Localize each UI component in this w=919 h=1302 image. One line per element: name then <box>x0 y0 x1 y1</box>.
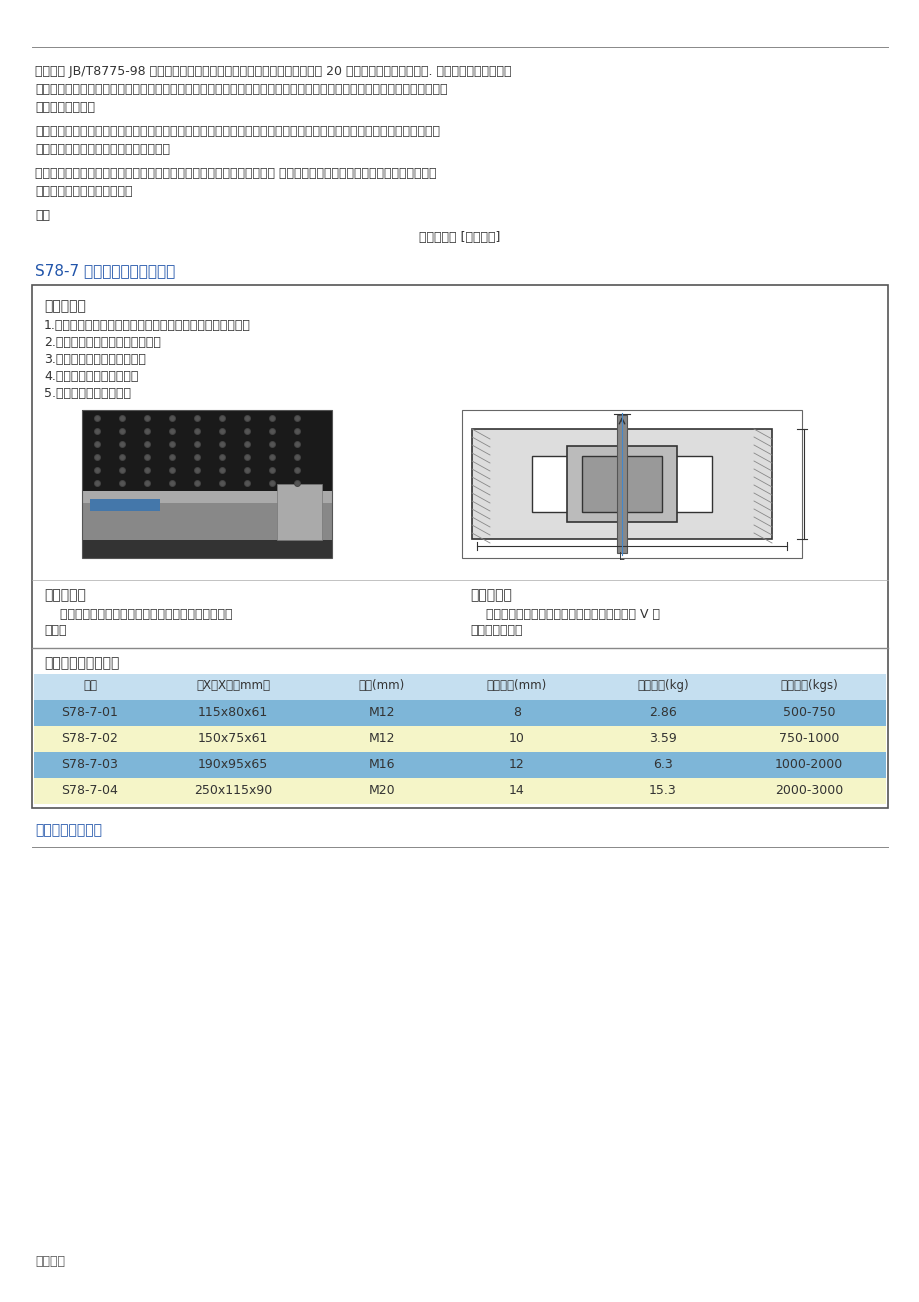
Bar <box>34 753 885 779</box>
Bar <box>82 491 332 543</box>
Text: S78-7 系列三层机床减振垫铁: S78-7 系列三层机床减振垫铁 <box>35 263 175 279</box>
Text: M12: M12 <box>369 706 395 719</box>
Text: 学习参考: 学习参考 <box>35 1255 65 1268</box>
Text: 6.3: 6.3 <box>652 758 672 771</box>
Text: 190x95x65: 190x95x65 <box>198 758 267 771</box>
Text: 力传入，调节机床的水平高度范围也大。: 力传入，调节机床的水平高度范围也大。 <box>35 143 170 156</box>
Bar <box>34 727 885 753</box>
Text: S78-7-03: S78-7-03 <box>62 758 119 771</box>
Text: S78-7-04: S78-7-04 <box>62 784 119 797</box>
Text: M16: M16 <box>369 758 395 771</box>
Bar <box>471 428 771 539</box>
Text: 长X宽X高（mm）: 长X宽X高（mm） <box>196 680 269 691</box>
Text: 8: 8 <box>513 706 520 719</box>
Text: 机床: 机床 <box>35 210 50 223</box>
Bar <box>34 674 885 700</box>
Bar <box>82 491 332 504</box>
Bar <box>34 779 885 805</box>
Bar <box>32 285 887 809</box>
Bar <box>82 540 332 559</box>
Text: 适用范围：: 适用范围： <box>44 589 85 602</box>
Bar <box>90 499 160 510</box>
Text: 14: 14 <box>508 784 525 797</box>
Text: 产品特点：: 产品特点： <box>44 299 85 312</box>
Text: 1000-2000: 1000-2000 <box>774 758 842 771</box>
Text: 机床垫铁 JB/T8775-98 标准制造，机床垫铁是机床，机械制造，电子生产等 20 多种行业不可缺少的产品. 垫铁是划线，测量，铆: 机床垫铁 JB/T8775-98 标准制造，机床垫铁是机床，机械制造，电子生产等… <box>35 65 511 78</box>
Text: 10: 10 <box>508 732 525 745</box>
Text: 技术参数及选用表：: 技术参数及选用表： <box>44 656 119 671</box>
Text: S78-7-02: S78-7-02 <box>62 732 119 745</box>
Bar <box>277 484 322 540</box>
Text: 2000-3000: 2000-3000 <box>774 784 842 797</box>
Text: 安装机床垫铁的地基平面可以用混凝土，也可以是木质的，要求平整结实 安装时，旋出调节螺杆，将机床置于垫铁的负荷: 安装机床垫铁的地基平面可以用混凝土，也可以是木质的，要求平整结实 安装时，旋出调… <box>35 167 436 180</box>
Text: 块至机床水平。: 块至机床水平。 <box>470 624 522 637</box>
Text: 单件重量(kg): 单件重量(kg) <box>637 680 688 691</box>
Text: 没有机床地脚安装孔的设备，如：磨床、整形机、炼: 没有机床地脚安装孔的设备，如：磨床、整形机、炼 <box>44 608 233 621</box>
Bar <box>82 410 332 559</box>
Text: 500-750: 500-750 <box>782 706 834 719</box>
Text: 机床垫铁采用丁睛合成橡胶、耐油脂和冷却剂制成，机床垫铁可以有效的衰减机器自身的振动，减少振动力外传，阻止振动: 机床垫铁采用丁睛合成橡胶、耐油脂和冷却剂制成，机床垫铁可以有效的衰减机器自身的振… <box>35 125 439 138</box>
Text: 层两种结构形式。: 层两种结构形式。 <box>35 102 95 115</box>
Bar <box>82 410 332 473</box>
Text: 根据机床重量选好型号，数量。旋转螺母调节 V 形: 根据机床重量选好型号，数量。旋转螺母调节 V 形 <box>470 608 659 621</box>
Text: L: L <box>618 552 624 562</box>
Text: 3.调整机床水平方便，迅速。: 3.调整机床水平方便，迅速。 <box>44 353 146 366</box>
Text: 2.缩短安装周期，节省安装费用。: 2.缩短安装周期，节省安装费用。 <box>44 336 161 349</box>
Text: 12: 12 <box>508 758 525 771</box>
Bar <box>566 447 676 522</box>
Text: 2.86: 2.86 <box>649 706 676 719</box>
Text: 250x115x90: 250x115x90 <box>194 784 272 797</box>
Text: 3.59: 3.59 <box>649 732 676 745</box>
Text: 胶机。: 胶机。 <box>44 624 66 637</box>
Text: 1.根据生产变化，随意安排机床位置，使生产流水线柔性化。: 1.根据生产变化，随意安排机床位置，使生产流水线柔性化。 <box>44 319 251 332</box>
Text: S78-7-01: S78-7-01 <box>62 706 119 719</box>
Text: 盘上，然后从上面旋入螺杆。: 盘上，然后从上面旋入螺杆。 <box>35 185 132 198</box>
Text: 使用方法：: 使用方法： <box>470 589 511 602</box>
Text: 15.3: 15.3 <box>649 784 676 797</box>
Bar <box>582 456 662 512</box>
Bar <box>82 410 332 491</box>
Text: 系列机床减震垫铁: 系列机床减震垫铁 <box>35 823 102 837</box>
Text: 150x75x61: 150x75x61 <box>198 732 268 745</box>
Bar <box>461 410 801 559</box>
Text: M12: M12 <box>369 732 395 745</box>
Text: 焊，工装工艺不可缺少的工作台，机床垫铁也可以做机械试验台，用于机床设备的支撑安装、调整水平，机床垫铁有二层和三: 焊，工装工艺不可缺少的工作台，机床垫铁也可以做机械试验台，用于机床设备的支撑安装… <box>35 83 447 96</box>
Text: 单件承载(kgs): 单件承载(kgs) <box>779 680 837 691</box>
Bar <box>617 415 627 553</box>
Text: 4.隔振、减振，降低噪音。: 4.隔振、减振，降低噪音。 <box>44 370 138 383</box>
Text: 可调高度(mm): 可调高度(mm) <box>486 680 547 691</box>
Text: 型号: 型号 <box>83 680 96 691</box>
Text: 750-1000: 750-1000 <box>778 732 838 745</box>
Text: 螺纹(mm): 螺纹(mm) <box>358 680 404 691</box>
Text: M20: M20 <box>369 784 395 797</box>
Text: 115x80x61: 115x80x61 <box>198 706 267 719</box>
Bar <box>34 700 885 727</box>
Text: 镀铬千斤顶 [详细参数]: 镀铬千斤顶 [详细参数] <box>419 230 500 243</box>
Bar <box>531 456 711 512</box>
Text: 5.耐油性，耐腐蚀性强。: 5.耐油性，耐腐蚀性强。 <box>44 387 130 400</box>
